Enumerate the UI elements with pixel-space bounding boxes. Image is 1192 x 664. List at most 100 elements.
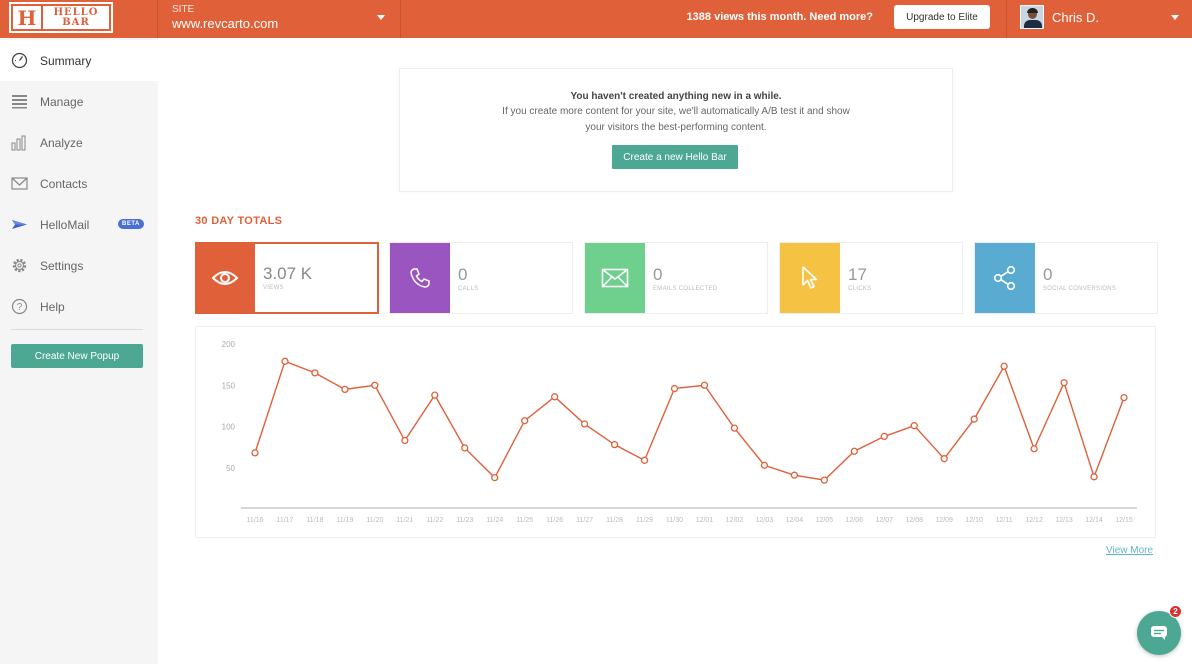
sidebar-item-help[interactable]: ? Help	[0, 286, 158, 327]
paper-plane-icon	[12, 220, 27, 229]
x-tick-label: 11/18	[306, 517, 323, 524]
data-point	[341, 385, 349, 394]
data-point	[551, 393, 559, 401]
beta-badge: BETA	[118, 219, 144, 229]
y-tick-label: 200	[222, 340, 236, 349]
sidebar-item-label: Settings	[40, 259, 84, 273]
avatar	[1020, 5, 1044, 29]
data-point	[1090, 473, 1098, 481]
stat-card-emails[interactable]: 0 EMAILS COLLECTED	[584, 242, 768, 314]
sidebar-item-label: Help	[40, 300, 65, 314]
notice-title: You haven't created anything new in a wh…	[570, 91, 782, 102]
stat-card-social[interactable]: 0 SOCIAL CONVERSIONS	[974, 242, 1158, 314]
divider	[157, 0, 158, 38]
x-tick-label: 11/30	[666, 517, 683, 524]
x-tick-label: 12/04	[786, 517, 804, 524]
data-point	[1120, 393, 1128, 402]
share-icon	[975, 243, 1035, 313]
site-url: www.revcarto.com	[172, 16, 279, 31]
line-chart: 200 150 100 50 11/16 11/17 11/18 11/19 11/20 11/2…	[222, 340, 1137, 524]
data-point	[730, 424, 739, 432]
create-hello-bar-button[interactable]: Create a new Hello Bar	[612, 145, 738, 169]
series-line-views	[254, 360, 1125, 481]
x-tick-label: 11/22	[426, 517, 443, 524]
data-point	[640, 456, 649, 464]
chat-icon	[1151, 626, 1167, 640]
x-tick-label: 12/01	[696, 517, 714, 524]
stat-value: 0	[653, 265, 663, 284]
sidebar-item-hellomail[interactable]: HelloMail BETA	[0, 204, 158, 245]
site-selector[interactable]: SITE www.revcarto.com	[158, 0, 400, 38]
data-point	[580, 420, 589, 428]
hello-bar-logo[interactable]: H HELLO BAR	[9, 2, 113, 33]
x-tick-label: 11/28	[606, 517, 623, 524]
stat-card-views[interactable]: 3.07 K VIEWS	[195, 242, 379, 314]
stat-label: VIEWS	[263, 285, 284, 291]
x-tick-label: 11/29	[636, 517, 653, 524]
sidebar-item-manage[interactable]: Manage	[0, 81, 158, 122]
x-tick-label: 12/05	[816, 517, 834, 524]
notice-text: If you create more content for your site…	[502, 106, 850, 117]
x-tick-label: 12/10	[965, 517, 983, 524]
data-point	[760, 461, 769, 469]
question-icon: ?	[11, 298, 28, 315]
eye-icon	[195, 242, 255, 314]
x-tick-label: 11/27	[576, 517, 593, 524]
sidebar-item-settings[interactable]: Settings	[0, 245, 158, 286]
data-point	[820, 476, 828, 484]
data-point	[670, 384, 679, 393]
phone-icon	[390, 243, 450, 313]
data-point	[461, 444, 469, 452]
x-tick-label: 12/03	[756, 517, 774, 524]
data-point	[910, 422, 918, 430]
notification-badge: 2	[1169, 605, 1182, 618]
stat-card-clicks[interactable]: 17 CLICKS	[779, 242, 963, 314]
top-bar: H HELLO BAR SITE www.revcarto.com 1388 v…	[0, 0, 1192, 38]
user-menu[interactable]: Chris D.	[1008, 0, 1192, 38]
views-message: 1388 views this month. Need more?	[686, 11, 873, 23]
chevron-down-icon	[1171, 15, 1179, 20]
data-point	[431, 391, 439, 399]
logo-mark: H	[13, 6, 43, 30]
logo-text: HELLO BAR	[53, 6, 99, 28]
sidebar-item-contacts[interactable]: Contacts	[0, 163, 158, 204]
x-tick-label: 11/24	[486, 517, 503, 524]
x-tick-label: 12/12	[1025, 517, 1043, 524]
data-point	[790, 471, 799, 479]
x-tick-label: 12/06	[846, 517, 864, 524]
upgrade-button[interactable]: Upgrade to Elite	[894, 5, 990, 29]
data-point	[700, 381, 709, 389]
sidebar-item-label: Contacts	[40, 177, 88, 191]
notice-text: your visitors the best-performing conten…	[585, 122, 767, 133]
data-point	[491, 473, 499, 482]
create-new-popup-button[interactable]: Create New Popup	[11, 344, 143, 368]
sidebar-item-label: Analyze	[40, 136, 83, 150]
view-more-link[interactable]: View More	[1106, 545, 1154, 556]
sidebar-item-analyze[interactable]: Analyze	[0, 122, 158, 163]
list-icon	[12, 95, 27, 109]
data-point	[970, 415, 978, 423]
sidebar: Summary Manage Analyze Contacts HelloMai…	[0, 38, 158, 664]
sidebar-item-summary[interactable]: Summary	[0, 40, 158, 81]
x-tick-label: 12/08	[905, 517, 923, 524]
svg-text:?: ?	[17, 302, 23, 313]
inactivity-notice: You haven't created anything new in a wh…	[399, 68, 953, 192]
stat-label: CALLS	[458, 286, 479, 292]
sidebar-item-label: Summary	[40, 54, 92, 68]
x-tick-label: 12/11	[996, 517, 1013, 524]
views-chart: 200 150 100 50 11/16 11/17 11/18 11/19 11/20 11/2…	[195, 326, 1156, 538]
data-point	[251, 449, 259, 457]
stat-card-calls[interactable]: 0 CALLS	[389, 242, 573, 314]
chat-button[interactable]	[1137, 611, 1181, 655]
stat-value: 17	[848, 265, 867, 284]
y-tick-label: 150	[222, 381, 236, 390]
sidebar-item-label: HelloMail	[40, 218, 90, 232]
user-name: Chris D.	[1052, 10, 1099, 25]
gear-icon	[12, 258, 27, 273]
site-label: SITE	[172, 4, 195, 15]
x-tick-label: 12/14	[1085, 517, 1103, 524]
stat-label: CLICKS	[848, 286, 872, 292]
totals-title: 30 DAY TOTALS	[195, 215, 283, 227]
data-point	[1000, 362, 1008, 370]
envelope-icon	[11, 177, 28, 190]
